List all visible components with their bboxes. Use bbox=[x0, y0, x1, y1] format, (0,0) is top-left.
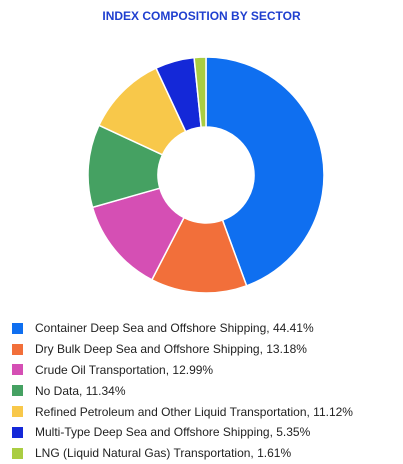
legend-label: Multi-Type Deep Sea and Offshore Shippin… bbox=[35, 425, 311, 440]
legend-item: Refined Petroleum and Other Liquid Trans… bbox=[12, 401, 397, 422]
legend-swatch bbox=[12, 447, 23, 459]
legend-item: Dry Bulk Deep Sea and Offshore Shipping,… bbox=[12, 339, 397, 360]
legend-item: Crude Oil Transportation, 12.99% bbox=[12, 360, 397, 381]
legend-label: Crude Oil Transportation, 12.99% bbox=[35, 362, 214, 377]
legend-label: LNG (Liquid Natural Gas) Transportation,… bbox=[35, 446, 292, 461]
slice-0 bbox=[205, 56, 325, 287]
legend-swatch bbox=[12, 406, 23, 418]
legend-item: No Data, 11.34% bbox=[12, 380, 397, 401]
legend-label: Refined Petroleum and Other Liquid Trans… bbox=[35, 404, 353, 419]
legend-swatch bbox=[12, 343, 23, 355]
donut-chart bbox=[87, 56, 325, 294]
legend-label: Container Deep Sea and Offshore Shipping… bbox=[35, 321, 314, 336]
legend-label: Dry Bulk Deep Sea and Offshore Shipping,… bbox=[35, 342, 307, 357]
chart-title: INDEX COMPOSITION BY SECTOR bbox=[102, 9, 301, 23]
legend-item: Multi-Type Deep Sea and Offshore Shippin… bbox=[12, 422, 397, 443]
legend-swatch bbox=[12, 385, 23, 397]
slice-6 bbox=[193, 56, 207, 129]
legend-item: Container Deep Sea and Offshore Shipping… bbox=[12, 318, 397, 339]
legend-item: LNG (Liquid Natural Gas) Transportation,… bbox=[12, 443, 397, 464]
legend-swatch bbox=[12, 426, 23, 438]
legend-swatch bbox=[12, 322, 23, 334]
legend: Container Deep Sea and Offshore Shipping… bbox=[12, 318, 397, 464]
legend-label: No Data, 11.34% bbox=[35, 383, 126, 398]
donut-slices bbox=[87, 56, 325, 294]
legend-swatch bbox=[12, 364, 23, 376]
